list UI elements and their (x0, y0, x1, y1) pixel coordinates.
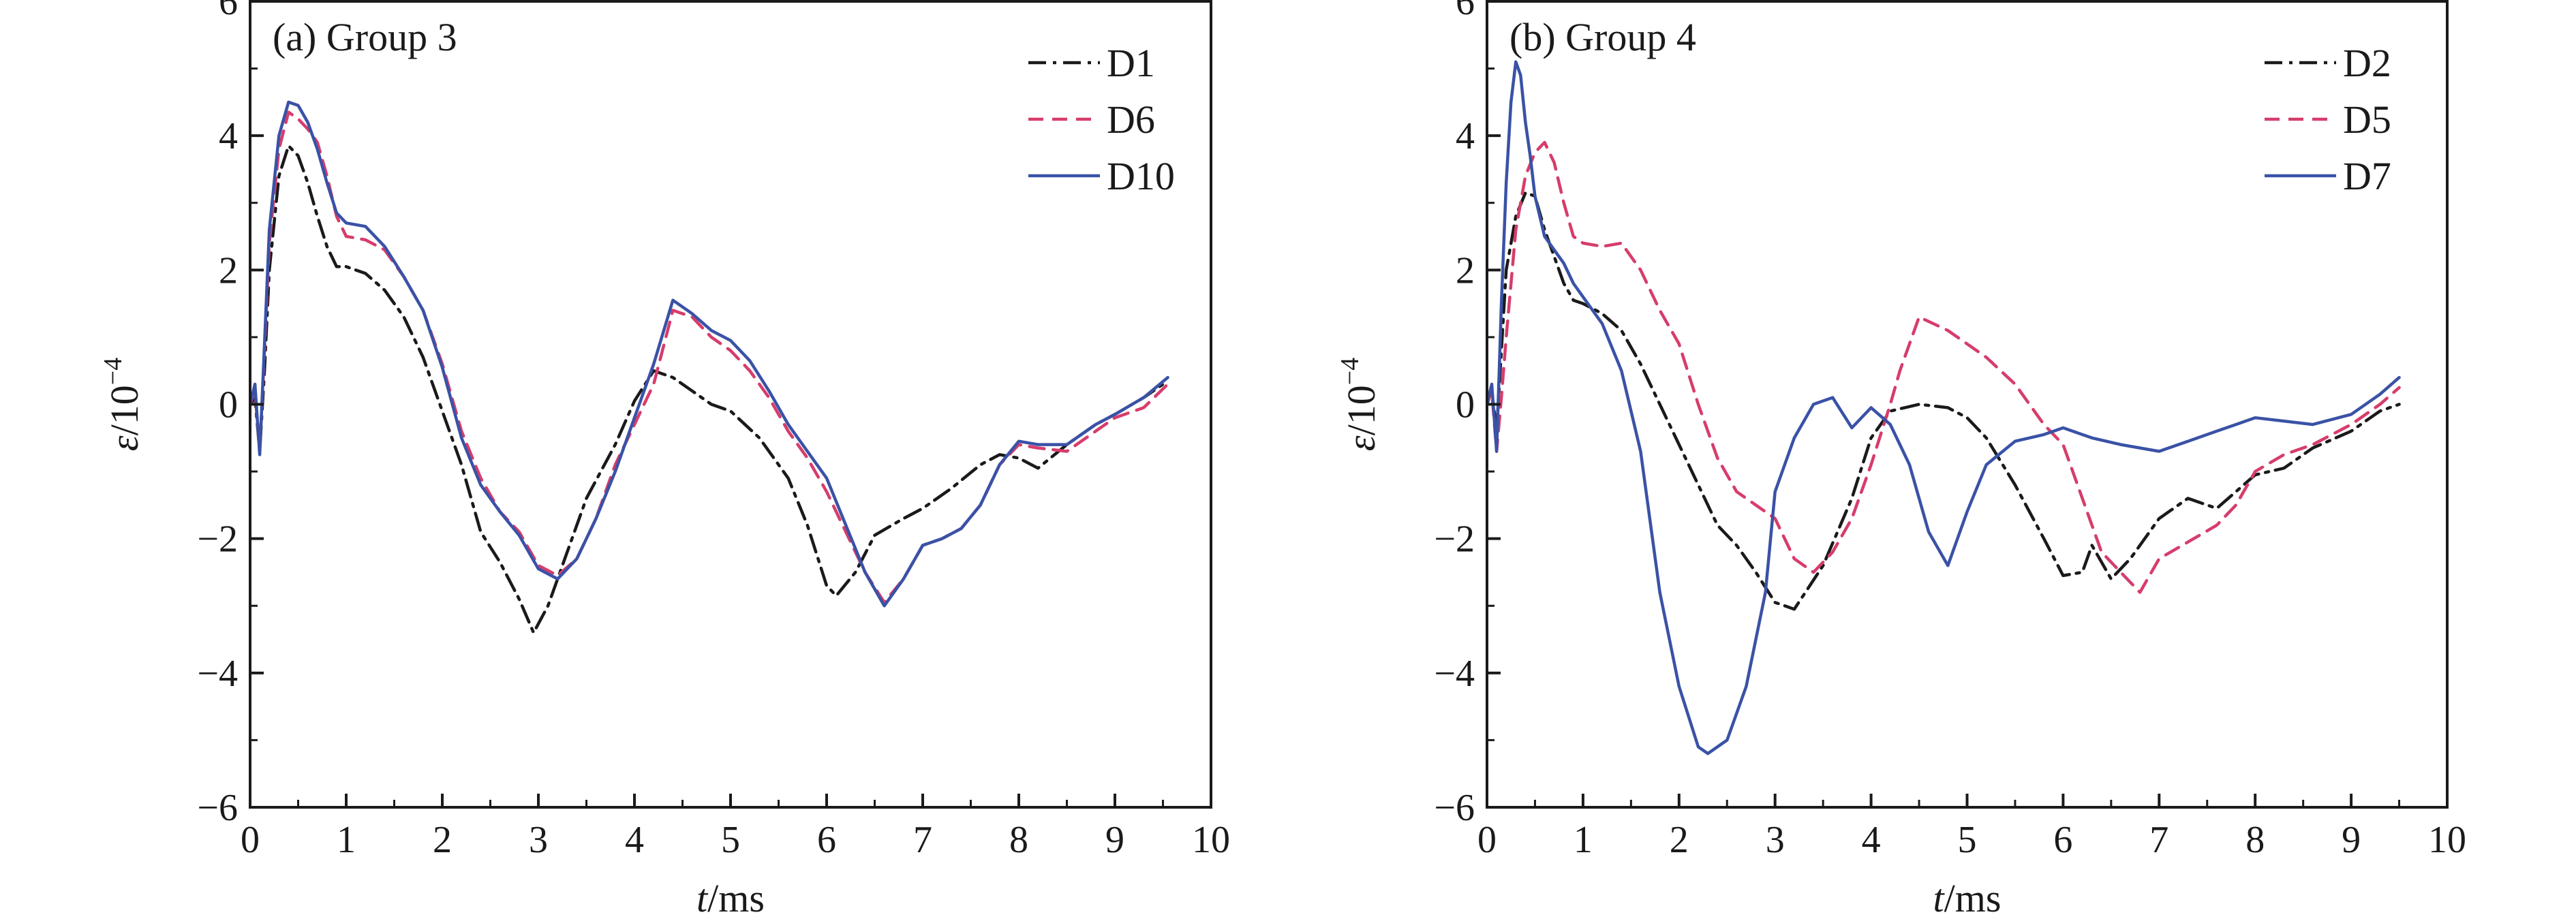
x-tick-label: 1 (337, 819, 356, 861)
series-group (1487, 60, 2401, 756)
legend-label-d2: D2 (2343, 41, 2391, 85)
x-tick-label: 10 (2428, 819, 2466, 861)
panel-label: (a) Group 3 (273, 15, 457, 59)
y-axis-variable: ε (1339, 435, 1383, 451)
x-axis-variable: t (1933, 876, 1946, 919)
y-tick-label: 0 (1456, 384, 1475, 426)
x-tick-label: 7 (913, 819, 932, 861)
legend: D1 D6 D10 (1028, 41, 1175, 198)
y-axis-variable: ε (102, 435, 147, 451)
y-axis-exponent: −4 (99, 358, 127, 385)
x-axis-variable: t (696, 876, 709, 919)
y-tick-label: 2 (1456, 249, 1475, 292)
y-tick-label: 2 (219, 249, 238, 292)
x-tick-label: 2 (433, 819, 452, 861)
y-tick-label: −2 (1434, 518, 1475, 561)
series-line-d10 (250, 100, 1169, 608)
x-tick-label: 6 (2053, 819, 2072, 861)
x-tick-label: 8 (1009, 819, 1028, 861)
y-tick-label: −4 (1434, 653, 1475, 695)
x-tick-label: 10 (1192, 819, 1230, 861)
x-axis-label: t/ms (696, 876, 765, 919)
y-tick-label: 4 (219, 115, 238, 157)
x-tick-label: 8 (2245, 819, 2265, 861)
x-tick-label: 9 (1105, 819, 1124, 861)
x-tick-label: 9 (2342, 819, 2361, 861)
x-tick-label: 1 (1574, 819, 1593, 861)
y-tick-label: 6 (1456, 0, 1475, 23)
y-axis-exponent: −4 (1336, 358, 1364, 385)
y-tick-label: −4 (197, 653, 238, 695)
y-tick-label: 6 (219, 0, 238, 23)
legend: D2 D5 D7 (2265, 41, 2391, 198)
x-tick-label: 2 (1670, 819, 1689, 861)
y-tick-label: −6 (197, 787, 238, 829)
x-tick-label: 0 (1477, 819, 1497, 861)
series-group (250, 100, 1169, 634)
y-axis-unit: /10 (102, 385, 147, 435)
panel-label: (b) Group 4 (1509, 15, 1696, 59)
legend-label-d1: D1 (1107, 41, 1155, 85)
x-tick-label: 4 (1862, 819, 1881, 861)
x-tick-label: 3 (529, 819, 548, 861)
x-tick-label: 0 (241, 819, 260, 861)
y-axis-label: ε/10−4 (1336, 358, 1383, 451)
series-line-d1 (250, 144, 1169, 634)
x-axis-label: t/ms (1933, 876, 2002, 919)
x-axis-unit: /ms (1944, 876, 2002, 919)
y-axis-unit: /10 (1339, 385, 1383, 435)
y-tick-label: 4 (1456, 115, 1475, 157)
x-tick-label: 5 (721, 819, 740, 861)
y-tick-label: −2 (197, 518, 238, 561)
x-tick-label: 4 (625, 819, 644, 861)
x-tick-label: 3 (1766, 819, 1785, 861)
legend-label-d10: D10 (1107, 154, 1175, 198)
legend-label-d6: D6 (1107, 97, 1155, 142)
series-line-d2 (1487, 191, 2401, 611)
legend-label-d7: D7 (2343, 154, 2391, 198)
x-tick-label: 6 (817, 819, 836, 861)
series-line-d5 (1487, 140, 2401, 594)
series-line-d7 (1487, 60, 2401, 756)
y-axis-label: ε/10−4 (99, 358, 147, 451)
y-tick-label: −6 (1434, 787, 1475, 829)
x-tick-label: 5 (1958, 819, 1977, 861)
legend-label-d5: D5 (2343, 97, 2391, 142)
x-tick-label: 7 (2149, 819, 2168, 861)
y-tick-label: 0 (219, 384, 238, 426)
x-axis-unit: /ms (707, 876, 765, 919)
